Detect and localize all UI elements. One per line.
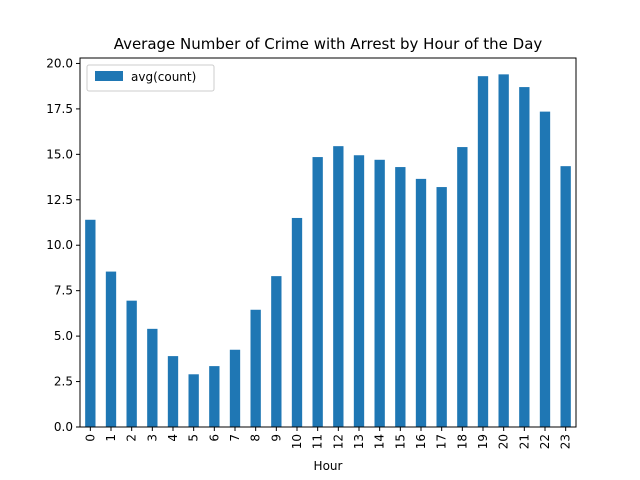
y-tick-label: 2.5 <box>54 375 73 389</box>
y-tick-label: 20.0 <box>46 56 73 70</box>
bar-hour-4 <box>167 356 179 427</box>
bar-hour-18 <box>457 147 468 427</box>
y-axis: 0.0 2.5 5.0 7.5 10.0 12.5 15.0 17.5 20.0 <box>46 56 80 434</box>
bar-hour-0 <box>85 219 96 427</box>
x-tick-label: 19 <box>476 434 490 449</box>
x-tick-label: 7 <box>228 434 242 442</box>
x-tick-label: 4 <box>166 434 180 442</box>
x-tick-label: 16 <box>414 434 428 449</box>
axes-frame <box>79 57 577 428</box>
x-tick-label: 23 <box>559 434 573 449</box>
x-tick-label: 3 <box>145 434 159 442</box>
x-tick-label: 14 <box>373 434 387 449</box>
bar-hour-9 <box>271 276 282 427</box>
bar-hour-1 <box>105 271 117 427</box>
bar-hour-10 <box>291 217 303 427</box>
y-tick-label: 17.5 <box>46 102 73 116</box>
x-tick-label: 15 <box>393 434 407 449</box>
bar-hour-12 <box>333 146 344 427</box>
bar-hour-19 <box>477 76 489 428</box>
bar-hour-3 <box>147 328 158 427</box>
bar-hour-8 <box>250 309 261 427</box>
bar-hour-2 <box>126 300 137 427</box>
bar-hour-21 <box>519 87 530 427</box>
bars-layer <box>85 74 571 428</box>
plot-frame <box>79 57 577 428</box>
x-tick-label: 9 <box>269 434 283 442</box>
x-tick-label: 21 <box>517 434 531 449</box>
y-tick-label: 15.0 <box>46 147 73 161</box>
x-tick-label: 10 <box>290 434 304 449</box>
x-tick-label: 11 <box>311 434 325 449</box>
bar-hour-13 <box>353 155 365 427</box>
legend-swatch <box>95 71 123 81</box>
x-tick-label: 18 <box>455 434 469 449</box>
y-tick-label: 12.5 <box>46 193 73 207</box>
x-tick-label: 6 <box>207 434 221 442</box>
y-tick-label: 5.0 <box>54 329 73 343</box>
x-tick-label: 17 <box>435 434 449 449</box>
x-tick-label: 22 <box>538 434 552 449</box>
x-axis-label: Hour <box>314 459 343 473</box>
x-axis: 0 1 2 3 4 5 6 7 8 9 10 11 12 13 14 15 16 17 18 19 20 21 22 23 <box>83 427 573 449</box>
x-tick-label: 8 <box>249 434 263 442</box>
legend-label: avg(count) <box>131 70 196 84</box>
x-tick-label: 20 <box>497 434 511 449</box>
bar-hour-17 <box>436 187 447 427</box>
x-tick-label: 13 <box>352 434 366 449</box>
bar-hour-14 <box>374 159 385 428</box>
x-tick-label: 1 <box>104 434 118 442</box>
x-tick-label: 0 <box>83 434 97 442</box>
x-tick-label: 12 <box>331 434 345 449</box>
x-tick-label: 5 <box>187 434 201 442</box>
bar-hour-11 <box>312 157 323 427</box>
bar-hour-20 <box>498 74 509 428</box>
bar-hour-5 <box>188 374 199 427</box>
legend: avg(count) <box>86 64 215 92</box>
y-tick-label: 0.0 <box>54 420 73 434</box>
bar-hour-22 <box>539 111 551 428</box>
bar-hour-16 <box>415 178 427 427</box>
bar-hour-6 <box>209 366 220 427</box>
bar-hour-15 <box>395 167 406 427</box>
x-tick-label: 2 <box>125 434 139 442</box>
bar-hour-23 <box>560 166 571 427</box>
y-tick-label: 10.0 <box>46 238 73 252</box>
bar-hour-7 <box>229 349 241 427</box>
y-tick-label: 7.5 <box>54 284 73 298</box>
chart-title: Average Number of Crime with Arrest by H… <box>114 35 543 53</box>
